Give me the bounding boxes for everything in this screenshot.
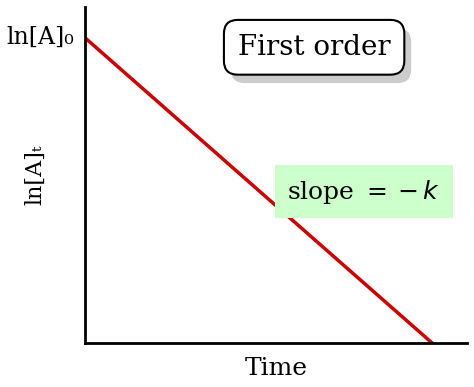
Text: ln[A]ₜ: ln[A]ₜ bbox=[24, 145, 46, 205]
Text: First order: First order bbox=[245, 42, 397, 69]
Text: ln[A]₀: ln[A]₀ bbox=[7, 26, 74, 49]
Text: slope $= -k$: slope $= -k$ bbox=[287, 178, 440, 206]
Text: First order: First order bbox=[238, 34, 391, 61]
X-axis label: Time: Time bbox=[245, 357, 307, 380]
